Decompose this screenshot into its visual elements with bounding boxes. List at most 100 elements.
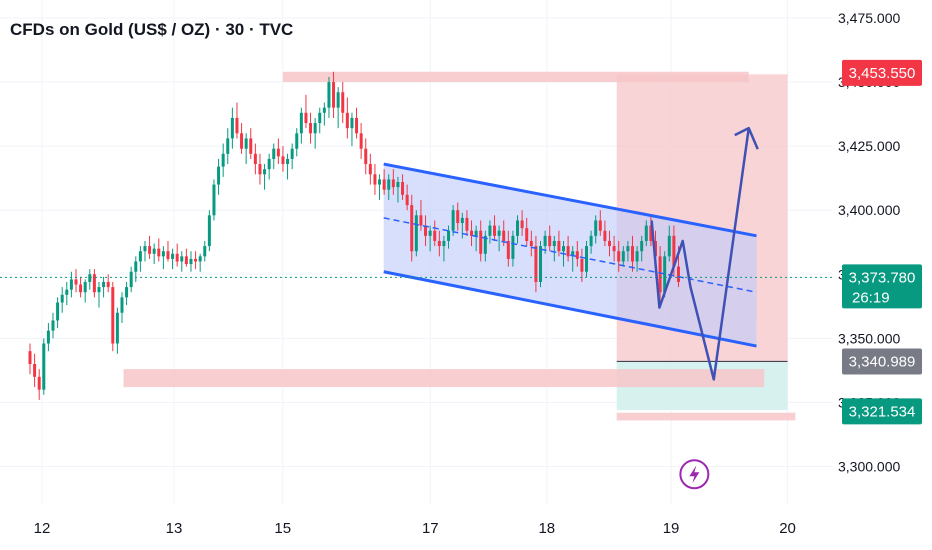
- candle-body: [571, 251, 575, 257]
- flash-icon[interactable]: [679, 459, 710, 490]
- candle-body: [465, 217, 469, 231]
- candle-body: [56, 302, 60, 321]
- candle-body: [557, 240, 561, 252]
- candle-body: [359, 133, 363, 149]
- price-badge[interactable]: [842, 59, 922, 86]
- candle-body: [539, 246, 543, 282]
- candle-body: [341, 92, 345, 113]
- candle-body: [580, 258, 584, 272]
- y-tick-label: 3,475.000: [838, 10, 900, 26]
- candle-body: [318, 112, 322, 124]
- candle-body: [244, 138, 248, 149]
- candle-body: [511, 235, 515, 259]
- support-resistance-zone: [123, 369, 765, 388]
- candle-body: [106, 281, 110, 288]
- candle-body: [203, 246, 207, 257]
- y-tick-label: 3,425.000: [838, 138, 900, 154]
- candle-body: [332, 82, 336, 108]
- candle-body: [479, 230, 483, 254]
- candle-body: [617, 251, 621, 262]
- candle-body: [88, 274, 92, 282]
- candle-body: [566, 246, 570, 257]
- candle-body: [263, 169, 267, 175]
- candle-body: [594, 220, 598, 236]
- current-price-badge-label: 3,373.780: [849, 269, 916, 286]
- candle-body: [125, 287, 129, 298]
- price-badge-label: 3,340.989: [849, 353, 916, 370]
- candle-body: [221, 153, 225, 167]
- candle-body: [180, 256, 184, 262]
- arrow-head: [734, 126, 759, 150]
- projection-path[interactable]: [650, 128, 750, 381]
- candle-body: [249, 138, 253, 154]
- candle-body: [42, 343, 46, 390]
- candle-body: [92, 274, 96, 293]
- candle-body: [281, 156, 285, 165]
- candle-body: [313, 123, 317, 134]
- channel-mid-line[interactable]: [383, 217, 757, 293]
- support-resistance-zone: [282, 71, 749, 83]
- candle-body: [387, 179, 391, 190]
- candle-body: [552, 240, 556, 247]
- candle-body: [667, 235, 671, 257]
- candle-body: [603, 230, 607, 241]
- candle-body: [60, 294, 64, 303]
- candle-body: [451, 210, 455, 231]
- candle-body: [194, 258, 198, 262]
- x-tick-label: 15: [274, 520, 291, 537]
- candle-body: [230, 117, 234, 139]
- candle-body: [460, 217, 464, 224]
- axes: 3,300.0003,325.0003,350.0003,375.0003,40…: [34, 10, 922, 537]
- channel-upper-line[interactable]: [383, 162, 757, 238]
- candle-body: [212, 184, 216, 216]
- candle-body: [410, 205, 414, 252]
- candle-body: [120, 297, 124, 313]
- y-tick-label: 3,350.000: [838, 330, 900, 346]
- candle-body: [217, 166, 221, 185]
- candle-body: [575, 251, 579, 259]
- candle-body: [405, 194, 409, 206]
- candle-body: [649, 225, 653, 241]
- candle-body: [83, 281, 87, 293]
- candle-body: [589, 235, 593, 247]
- x-tick-label: 19: [663, 520, 680, 537]
- candle-body: [336, 92, 340, 108]
- candle-body: [97, 287, 101, 293]
- candle-body: [640, 240, 644, 252]
- price-badge[interactable]: [842, 348, 922, 375]
- candle-body: [663, 256, 667, 293]
- price-badge-label: 3,321.534: [849, 403, 916, 420]
- candle-body: [276, 148, 280, 157]
- channel-lower-line[interactable]: [383, 270, 757, 348]
- candle-body: [391, 179, 395, 188]
- candle-body: [676, 266, 680, 282]
- current-price-badge[interactable]: [842, 264, 922, 309]
- candle-body: [470, 230, 474, 236]
- candle-body: [447, 230, 451, 241]
- candle-body: [428, 230, 432, 236]
- candle-body: [74, 279, 78, 285]
- candle-body: [378, 179, 382, 185]
- candle-body: [672, 235, 676, 267]
- candle-body: [474, 230, 478, 236]
- candle-body: [207, 215, 211, 247]
- candle-body: [161, 251, 165, 257]
- candle-body: [166, 251, 170, 259]
- candle-body: [529, 240, 533, 247]
- candle-body: [644, 225, 648, 241]
- candle-body: [152, 248, 156, 254]
- candle-body: [184, 256, 188, 265]
- candle-body: [493, 225, 497, 236]
- candle-body: [382, 179, 386, 190]
- candle-body: [373, 174, 377, 185]
- price-badge[interactable]: [842, 398, 922, 425]
- candle-body: [37, 376, 41, 390]
- candle-body: [272, 148, 276, 159]
- candle-body: [129, 271, 133, 288]
- candle-body: [401, 182, 405, 195]
- candle-body: [148, 246, 152, 254]
- candle-body: [51, 320, 55, 331]
- candle-body: [171, 253, 175, 259]
- candle-body: [345, 112, 349, 129]
